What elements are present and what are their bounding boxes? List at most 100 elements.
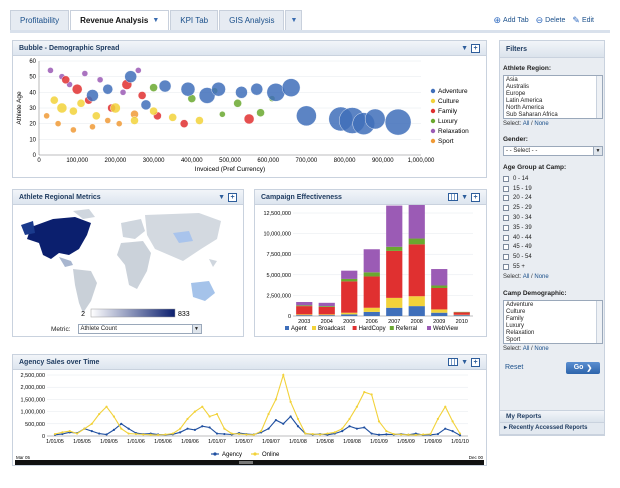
edit-tab-button[interactable]: ✎ Edit xyxy=(572,15,594,25)
series-point xyxy=(370,432,373,435)
maximize-icon[interactable]: + xyxy=(471,357,480,367)
region-central-america[interactable] xyxy=(59,257,73,267)
region-south-america[interactable] xyxy=(73,269,97,313)
x-tick-label: 2010 xyxy=(456,319,468,325)
grid-view-icon[interactable] xyxy=(448,193,459,201)
recent-reports-item[interactable]: ▸ Recently Accessed Reports xyxy=(499,423,605,435)
scrollbar[interactable] xyxy=(596,76,602,118)
series-point xyxy=(127,432,130,435)
x-tick-label: 2003 xyxy=(298,319,310,325)
legend-label: Adventure xyxy=(438,88,468,95)
region-option[interactable]: Australis xyxy=(506,84,530,90)
demographic-option[interactable]: Sport xyxy=(506,336,521,343)
select-none-link[interactable]: None xyxy=(534,121,549,127)
x-tick-label: 1/01/09 xyxy=(370,439,388,445)
tab-profitability[interactable]: Profitability xyxy=(10,10,70,30)
series-point xyxy=(392,432,395,436)
region-europe[interactable] xyxy=(121,219,145,239)
region-option[interactable]: Europe xyxy=(506,91,526,97)
reset-button[interactable]: Reset xyxy=(505,364,524,372)
select-none-link[interactable]: None xyxy=(534,345,549,352)
series-point xyxy=(282,422,285,425)
select-all-link[interactable]: All xyxy=(522,121,530,127)
add-tab-button[interactable]: ⊕ Add Tab xyxy=(493,15,529,25)
go-button[interactable]: Go ❯ xyxy=(566,361,600,374)
y-tick-label: 30 xyxy=(29,106,36,112)
maximize-icon[interactable]: + xyxy=(471,43,480,53)
demographic-option[interactable]: Family xyxy=(506,315,524,322)
region-central-asia[interactable] xyxy=(173,231,193,243)
x-tick-label: 2009 xyxy=(433,319,445,325)
series-point xyxy=(215,432,219,435)
series-point xyxy=(399,433,403,436)
delete-tab-button[interactable]: ⊖ Delete xyxy=(535,15,566,25)
bubble-point xyxy=(119,89,127,96)
demographic-option[interactable]: Luxury xyxy=(506,322,525,329)
age-option-label: 50 - 54 xyxy=(513,254,532,261)
series-point xyxy=(407,433,410,436)
checkbox[interactable] xyxy=(503,205,509,212)
tab-kpi-tab[interactable]: KPI Tab xyxy=(170,10,219,30)
region-australia[interactable] xyxy=(191,281,215,301)
tab-overflow-button[interactable]: ▼ xyxy=(285,10,303,30)
scrollbar[interactable] xyxy=(596,300,602,343)
tab-revenue-analysis[interactable]: Revenue Analysis ▼ xyxy=(70,10,170,30)
checkbox[interactable] xyxy=(503,195,509,202)
series-point xyxy=(422,433,425,436)
select-none-link[interactable]: None xyxy=(534,273,549,280)
bar-segment xyxy=(386,246,403,251)
scale-max-label: 833 xyxy=(178,311,190,318)
checkbox[interactable] xyxy=(503,234,509,241)
y-tick-label: 10,000,000 xyxy=(263,232,291,238)
maximize-icon[interactable]: + xyxy=(228,192,237,202)
region-option[interactable]: Sub Saharan Africa xyxy=(506,112,558,118)
chevron-down-icon[interactable]: ▼ xyxy=(461,44,468,52)
maximize-icon[interactable]: + xyxy=(471,192,480,202)
bubble-point xyxy=(281,78,301,97)
select-all-link[interactable]: All xyxy=(522,345,530,352)
region-option[interactable]: Asia xyxy=(506,77,518,83)
chevron-down-icon[interactable]: ▼ xyxy=(461,193,468,201)
panel-header: Agency Sales over Time ▼ + xyxy=(13,355,486,370)
region-listbox[interactable]: Asia Australis Europe Latin America North Am… xyxy=(503,75,603,119)
demographic-option[interactable]: Adventure xyxy=(506,301,534,308)
checkbox[interactable] xyxy=(503,264,509,271)
region-label: Athlete Region: xyxy=(503,65,552,72)
x-tick-label: 1/05/05 xyxy=(73,439,91,445)
demographic-option[interactable]: Relaxation xyxy=(506,329,535,336)
bubble-point xyxy=(70,126,77,134)
series-point xyxy=(260,430,263,433)
age-option-label: 40 - 44 xyxy=(513,234,532,241)
tab-actions: ⊕ Add Tab ⊖ Delete ✎ Edit xyxy=(494,15,595,26)
region-option[interactable]: North America xyxy=(506,105,545,111)
grid-view-icon[interactable] xyxy=(448,358,459,366)
checkbox[interactable] xyxy=(503,175,509,182)
region-islands[interactable] xyxy=(209,259,217,267)
y-tick-label: 0 xyxy=(33,153,37,159)
chevron-down-icon[interactable]: ▼ xyxy=(218,193,225,201)
region-africa[interactable] xyxy=(117,241,151,289)
x-tick-label: 200,000 xyxy=(105,158,127,164)
checkbox[interactable] xyxy=(503,224,509,231)
bar-segment xyxy=(363,249,380,273)
metric-selector: Metric: Athlete Count ▼ xyxy=(51,324,202,334)
chevron-down-icon[interactable]: ▼ xyxy=(152,16,160,24)
region-greenland[interactable] xyxy=(73,209,95,219)
x-tick-label: 1/01/05 xyxy=(46,439,64,445)
gender-dropdown[interactable]: - - Select - - ▼ xyxy=(503,146,603,156)
metric-dropdown[interactable]: Athlete Count ▼ xyxy=(77,324,202,334)
region-north-america[interactable] xyxy=(27,217,91,259)
demographic-listbox[interactable]: Adventure Culture Family Luxury Relaxation Sp… xyxy=(503,299,603,344)
x-tick-label: 1/01/07 xyxy=(208,439,226,445)
region-option[interactable]: Latin America xyxy=(506,98,543,104)
checkbox[interactable] xyxy=(503,254,509,261)
region-alaska[interactable] xyxy=(21,221,35,235)
checkbox[interactable] xyxy=(503,215,509,222)
checkbox[interactable] xyxy=(503,185,509,192)
x-tick-label: 2006 xyxy=(366,319,378,325)
tab-gis-analysis[interactable]: GIS Analysis xyxy=(219,10,285,30)
checkbox[interactable] xyxy=(503,244,509,251)
chevron-down-icon[interactable]: ▼ xyxy=(461,358,468,366)
select-all-link[interactable]: All xyxy=(522,273,530,280)
demographic-option[interactable]: Culture xyxy=(506,308,526,315)
